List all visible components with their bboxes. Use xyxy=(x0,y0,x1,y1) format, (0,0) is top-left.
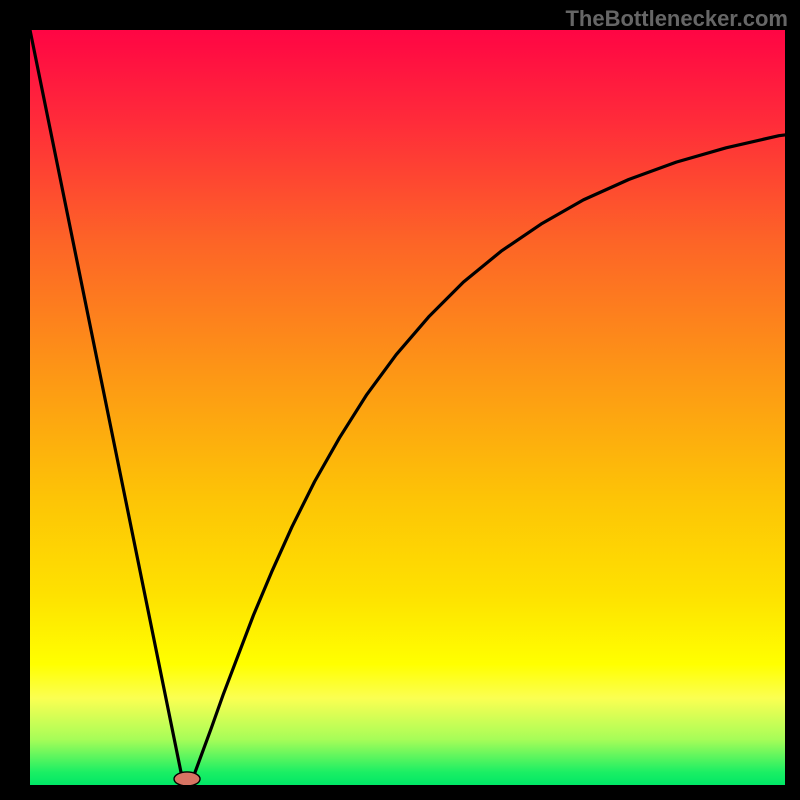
plot-area xyxy=(30,30,785,785)
curve-overlay xyxy=(30,30,785,785)
bottleneck-curve xyxy=(30,30,785,780)
chart-container: TheBottlenecker.com xyxy=(0,0,800,800)
optimum-marker xyxy=(174,772,200,785)
watermark-text: TheBottlenecker.com xyxy=(565,6,788,32)
